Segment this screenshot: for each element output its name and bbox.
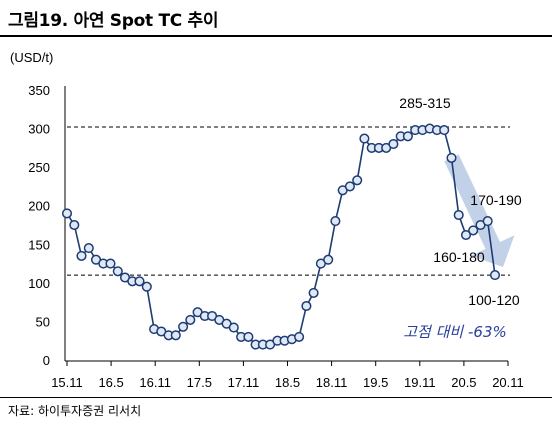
data-point [301, 300, 312, 312]
y-tick-label: 250 [28, 160, 50, 175]
data-point [352, 175, 363, 186]
y-tick-label: 300 [28, 122, 50, 137]
x-axis-ticks: 15.11 16.5 16.11 17.5 17.11 18.5 18.11 19.5 19.1… [51, 360, 524, 390]
source-note: 자료: 하이투자증권 리서치 [8, 404, 142, 418]
data-point [185, 314, 196, 325]
range-annotation: 285-315 [399, 95, 451, 111]
annotations: 285-315 170-190 160-180 100-120 고점 대비 -63% [399, 95, 522, 341]
data-point [178, 321, 189, 332]
x-tick-label: 16.5 [98, 375, 123, 390]
data-point [489, 270, 501, 281]
data-point [141, 281, 152, 292]
data-point [105, 258, 116, 269]
y-tick-label: 350 [28, 83, 50, 98]
data-point [83, 243, 94, 254]
data-point [460, 229, 472, 241]
data-point [388, 138, 399, 150]
y-axis-label: (USD/t) [10, 50, 53, 65]
title-divider [0, 35, 552, 37]
x-tick-label: 19.11 [404, 375, 436, 390]
data-point [468, 225, 479, 236]
x-tick-label: 20.5 [451, 375, 476, 390]
data-point [446, 152, 457, 163]
range-annotation: 170-190 [470, 192, 522, 208]
handwritten-note: 고점 대비 -63% [403, 323, 507, 341]
data-point [243, 331, 254, 342]
data-point [134, 276, 145, 287]
reference-lines [67, 126, 510, 276]
data-point [453, 209, 464, 221]
y-tick-label: 200 [28, 199, 50, 214]
data-point [308, 287, 319, 298]
y-tick-label: 50 [36, 314, 50, 329]
series-group [61, 123, 501, 350]
y-axis-ticks: 0 50 100 150 200 250 300 350 [28, 83, 66, 368]
data-point [359, 133, 370, 144]
data-point [482, 216, 493, 227]
data-point [323, 254, 334, 265]
data-point [61, 208, 73, 219]
data-point [170, 330, 181, 341]
data-point [402, 131, 413, 142]
data-point [439, 125, 450, 136]
data-point [228, 322, 239, 333]
page-title: 그림19. 아연 Spot TC 추이 [8, 11, 219, 31]
data-point [76, 250, 87, 261]
range-annotation: 100-120 [468, 292, 520, 308]
data-point [330, 216, 341, 227]
y-tick-label: 150 [28, 237, 50, 252]
x-tick-label: 17.11 [228, 375, 260, 390]
data-point [112, 266, 123, 277]
decline-arrow [444, 154, 515, 268]
footer-divider [0, 397, 552, 398]
y-tick-label: 0 [43, 353, 50, 368]
x-tick-label: 18.11 [316, 375, 348, 390]
x-tick-label: 19.5 [363, 375, 388, 390]
data-point [294, 331, 305, 342]
series-line [66, 127, 496, 346]
data-point [69, 219, 80, 231]
decline-arrow-shape [444, 154, 515, 268]
data-point [344, 181, 355, 192]
range-annotation: 160-180 [433, 249, 485, 265]
x-tick-label: 20.11 [492, 375, 524, 390]
x-tick-label: 18.5 [275, 375, 300, 390]
y-tick-label: 100 [28, 276, 50, 291]
x-tick-label: 15.11 [51, 375, 83, 390]
x-tick-label: 17.5 [187, 375, 212, 390]
x-tick-label: 16.11 [139, 375, 171, 390]
